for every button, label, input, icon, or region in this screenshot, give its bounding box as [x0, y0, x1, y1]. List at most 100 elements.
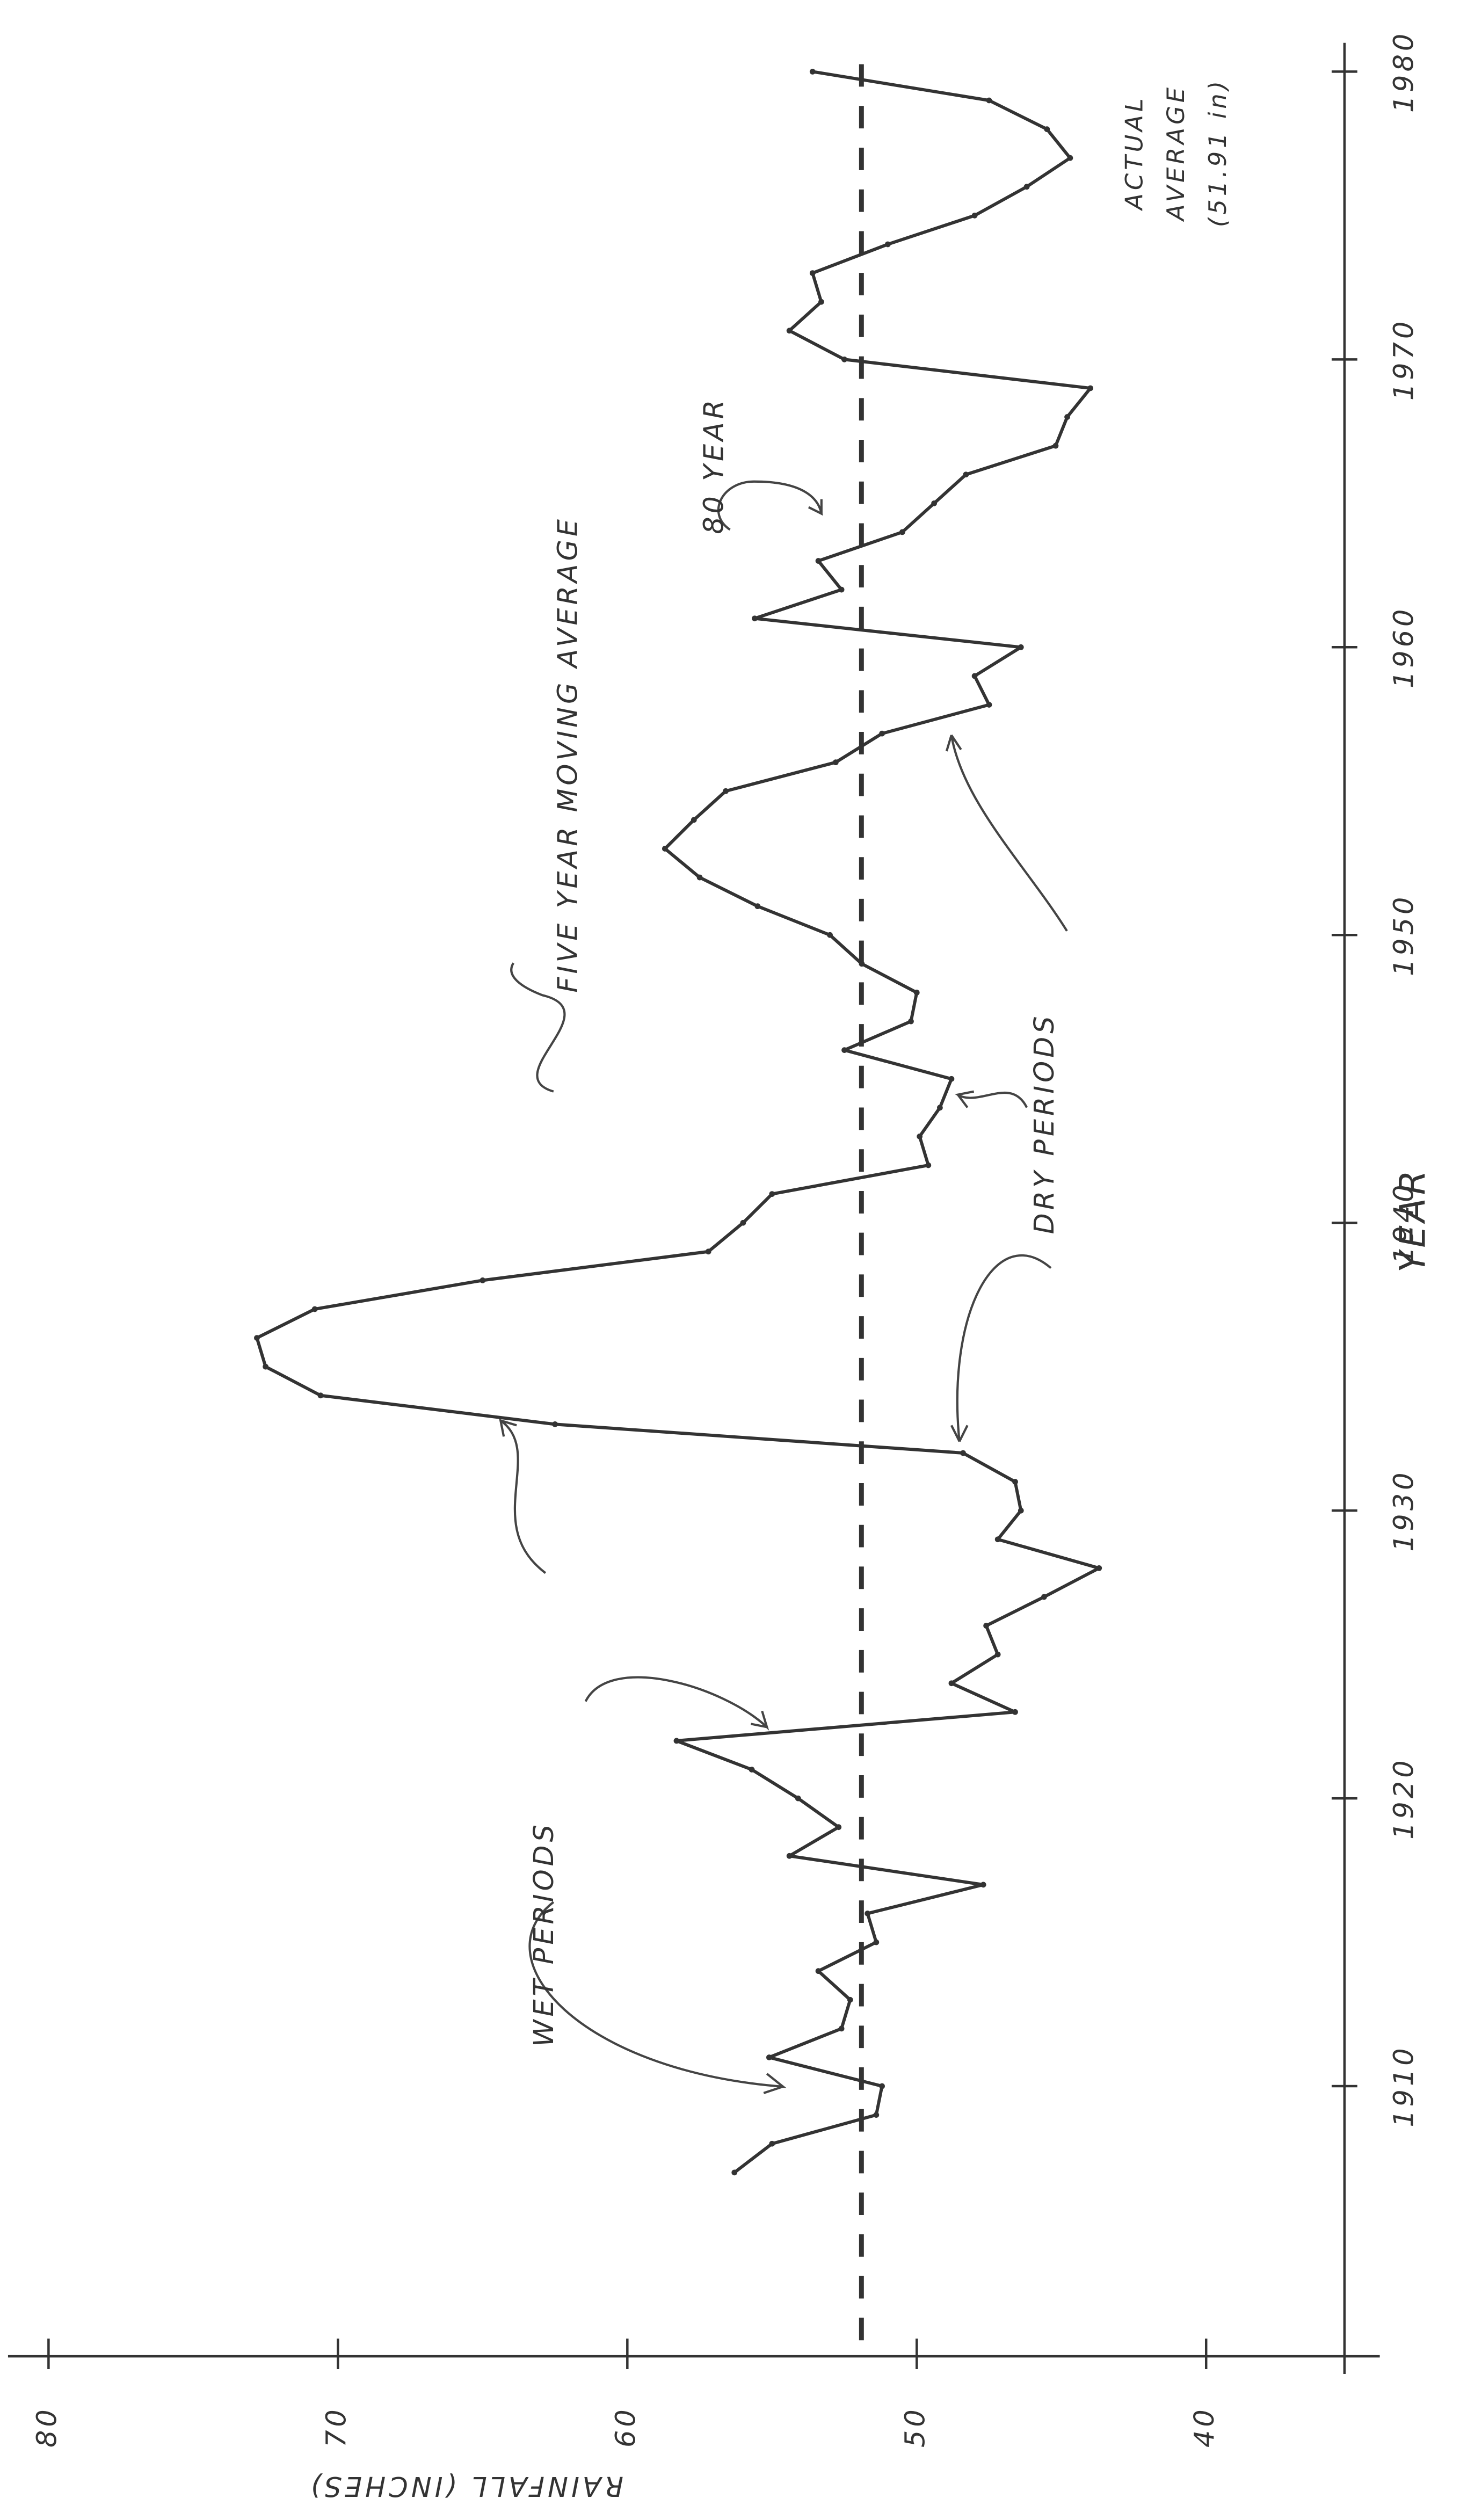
data-point — [810, 270, 816, 276]
data-point — [899, 529, 905, 535]
data-point — [818, 299, 824, 305]
arrow — [529, 1902, 783, 2093]
data-point — [879, 731, 885, 737]
data-point — [1018, 1508, 1024, 1514]
x-axis-label: YEAR — [1392, 1167, 1433, 1273]
arrow — [718, 482, 822, 530]
data-point — [706, 1248, 711, 1254]
data-point — [972, 673, 978, 679]
data-point — [1012, 1479, 1018, 1485]
data-point — [879, 2083, 885, 2089]
data-point — [816, 558, 822, 564]
data-point — [749, 1767, 755, 1773]
data-point — [1018, 644, 1024, 650]
data-point — [980, 1882, 986, 1887]
x-tick-label: 1960 — [1388, 606, 1419, 688]
data-point — [1044, 126, 1050, 132]
data-point — [986, 702, 992, 708]
x-tick-label: 1920 — [1388, 1757, 1419, 1839]
annotation: (51.91 in) — [1203, 78, 1232, 227]
data-point — [841, 357, 847, 362]
y-tick-label: 40 — [1188, 2406, 1220, 2448]
data-point — [963, 471, 969, 477]
data-point — [949, 1076, 955, 1082]
data-point — [1067, 155, 1073, 161]
data-point — [931, 500, 937, 506]
data-point — [841, 1047, 847, 1053]
data-point — [839, 587, 845, 593]
data-point — [833, 759, 839, 765]
x-tick-label: 1930 — [1388, 1470, 1419, 1552]
data-point — [859, 961, 865, 967]
data-point — [263, 1364, 268, 1370]
x-tick-label: 1910 — [1388, 2045, 1419, 2127]
data-point — [885, 242, 891, 248]
data-point — [754, 903, 760, 909]
y-tick-label: 70 — [320, 2406, 352, 2448]
y-tick-label: 50 — [899, 2406, 931, 2448]
data-point — [995, 1536, 1001, 1542]
data-point — [836, 1824, 841, 1830]
data-point — [723, 788, 729, 794]
data-point — [312, 1306, 318, 1312]
arrow — [951, 1255, 1051, 1441]
data-point — [691, 817, 697, 823]
x-tick-label: 1950 — [1388, 894, 1419, 976]
data-line — [257, 71, 1099, 2172]
arrow — [947, 735, 1067, 931]
data-point — [787, 1853, 793, 1859]
annotation: AVERAGE — [1161, 84, 1190, 222]
data-point — [908, 1019, 914, 1025]
data-point — [960, 1450, 966, 1456]
annotation: DRY PERIODS — [1028, 1013, 1060, 1234]
data-point — [986, 98, 992, 104]
data-point — [697, 875, 703, 881]
data-point — [740, 1220, 746, 1226]
data-point — [1096, 1565, 1102, 1571]
data-point — [769, 2141, 775, 2147]
data-point — [949, 1680, 955, 1686]
annotation: 80 YEAR — [698, 397, 730, 534]
x-tick-label: 1970 — [1388, 318, 1419, 401]
data-point — [816, 1968, 822, 1974]
data-point — [937, 1105, 943, 1110]
data-point — [769, 1191, 775, 1197]
data-point — [995, 1652, 1001, 1658]
y-tick-label: 60 — [609, 2406, 641, 2448]
data-point — [752, 615, 758, 621]
data-point — [827, 932, 833, 938]
data-point — [1024, 184, 1030, 190]
data-point — [972, 213, 978, 219]
annotation: WET PERIODS — [528, 1821, 560, 2047]
data-point — [925, 1163, 931, 1168]
data-point — [552, 1421, 558, 1427]
data-point — [1053, 443, 1059, 449]
data-point — [766, 2054, 772, 2060]
y-tick-label: 80 — [31, 2406, 62, 2448]
chart: 8070605040191019201930194019501960197019… — [0, 0, 1460, 2520]
annotation: ACTUAL — [1120, 95, 1148, 212]
data-point — [254, 1335, 260, 1341]
data-point — [839, 2025, 845, 2031]
data-point — [795, 1796, 801, 1802]
arrow — [586, 1677, 767, 1727]
data-point — [873, 2112, 879, 2118]
data-point — [674, 1738, 680, 1744]
data-point — [1012, 1709, 1018, 1715]
data-point — [731, 2169, 737, 2175]
data-point — [1041, 1594, 1047, 1600]
data-point — [662, 846, 668, 852]
data-point — [847, 1997, 853, 2003]
arrow — [500, 1420, 546, 1573]
data-point — [873, 1940, 879, 1945]
data-point — [480, 1277, 485, 1283]
annotation: FIVE YEAR MOVING AVERAGE — [552, 516, 584, 993]
data-point — [318, 1392, 324, 1398]
y-axis-label: RAINFALL (INCHES) — [307, 2471, 623, 2502]
x-tick-label: 1980 — [1388, 31, 1419, 113]
data-point — [865, 1911, 870, 1916]
data-point — [983, 1623, 989, 1629]
data-point — [787, 328, 793, 333]
data-point — [914, 990, 920, 996]
data-point — [810, 69, 816, 75]
